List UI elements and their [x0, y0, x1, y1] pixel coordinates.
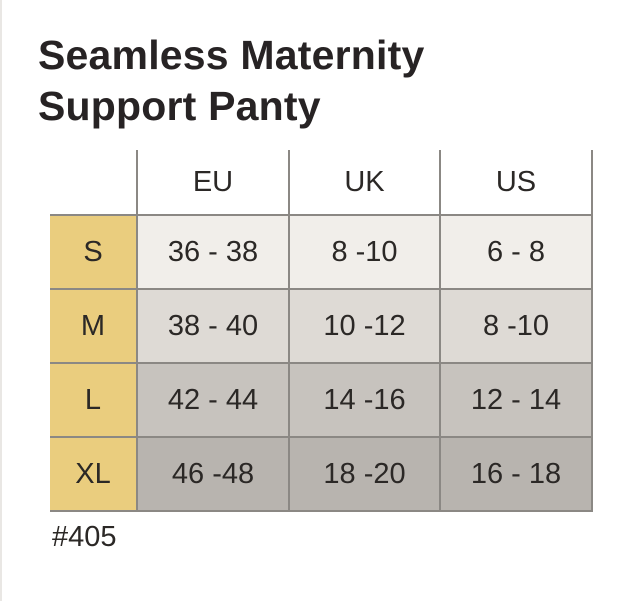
- cell-m-uk: 10 -12: [288, 288, 440, 363]
- cell-xl-us: 16 - 18: [439, 436, 593, 512]
- table-row-m: M 38 - 40 10 -12 8 -10: [50, 288, 593, 363]
- column-header-uk: UK: [288, 150, 440, 215]
- table-row-xl: XL 46 -48 18 -20 16 - 18: [50, 436, 593, 512]
- size-chart-table: EU UK US S 36 - 38 8 -10 6 - 8 M 38 - 40…: [50, 150, 593, 512]
- product-code: #405: [52, 521, 117, 553]
- row-label-m: M: [50, 288, 137, 363]
- column-header-us: US: [439, 150, 593, 215]
- page-title-line2: Support Panty: [38, 83, 321, 129]
- cell-m-eu: 38 - 40: [136, 288, 289, 363]
- table-row-s: S 36 - 38 8 -10 6 - 8: [50, 214, 593, 289]
- row-label-s: S: [50, 214, 137, 289]
- table-row-l: L 42 - 44 14 -16 12 - 14: [50, 362, 593, 437]
- row-label-l: L: [50, 362, 137, 437]
- cell-s-eu: 36 - 38: [136, 214, 289, 289]
- cell-s-us: 6 - 8: [439, 214, 593, 289]
- cell-xl-eu: 46 -48: [136, 436, 289, 512]
- cell-m-us: 8 -10: [439, 288, 593, 363]
- row-label-xl: XL: [50, 436, 137, 512]
- cell-l-eu: 42 - 44: [136, 362, 289, 437]
- column-header-eu: EU: [136, 150, 289, 215]
- column-header-blank: [50, 150, 137, 215]
- header-row: EU UK US: [50, 150, 593, 215]
- cell-s-uk: 8 -10: [288, 214, 440, 289]
- page-title: Seamless Maternity Support Panty: [38, 30, 424, 132]
- cell-l-uk: 14 -16: [288, 362, 440, 437]
- page-title-line1: Seamless Maternity: [38, 32, 425, 78]
- cell-xl-uk: 18 -20: [288, 436, 440, 512]
- cell-l-us: 12 - 14: [439, 362, 593, 437]
